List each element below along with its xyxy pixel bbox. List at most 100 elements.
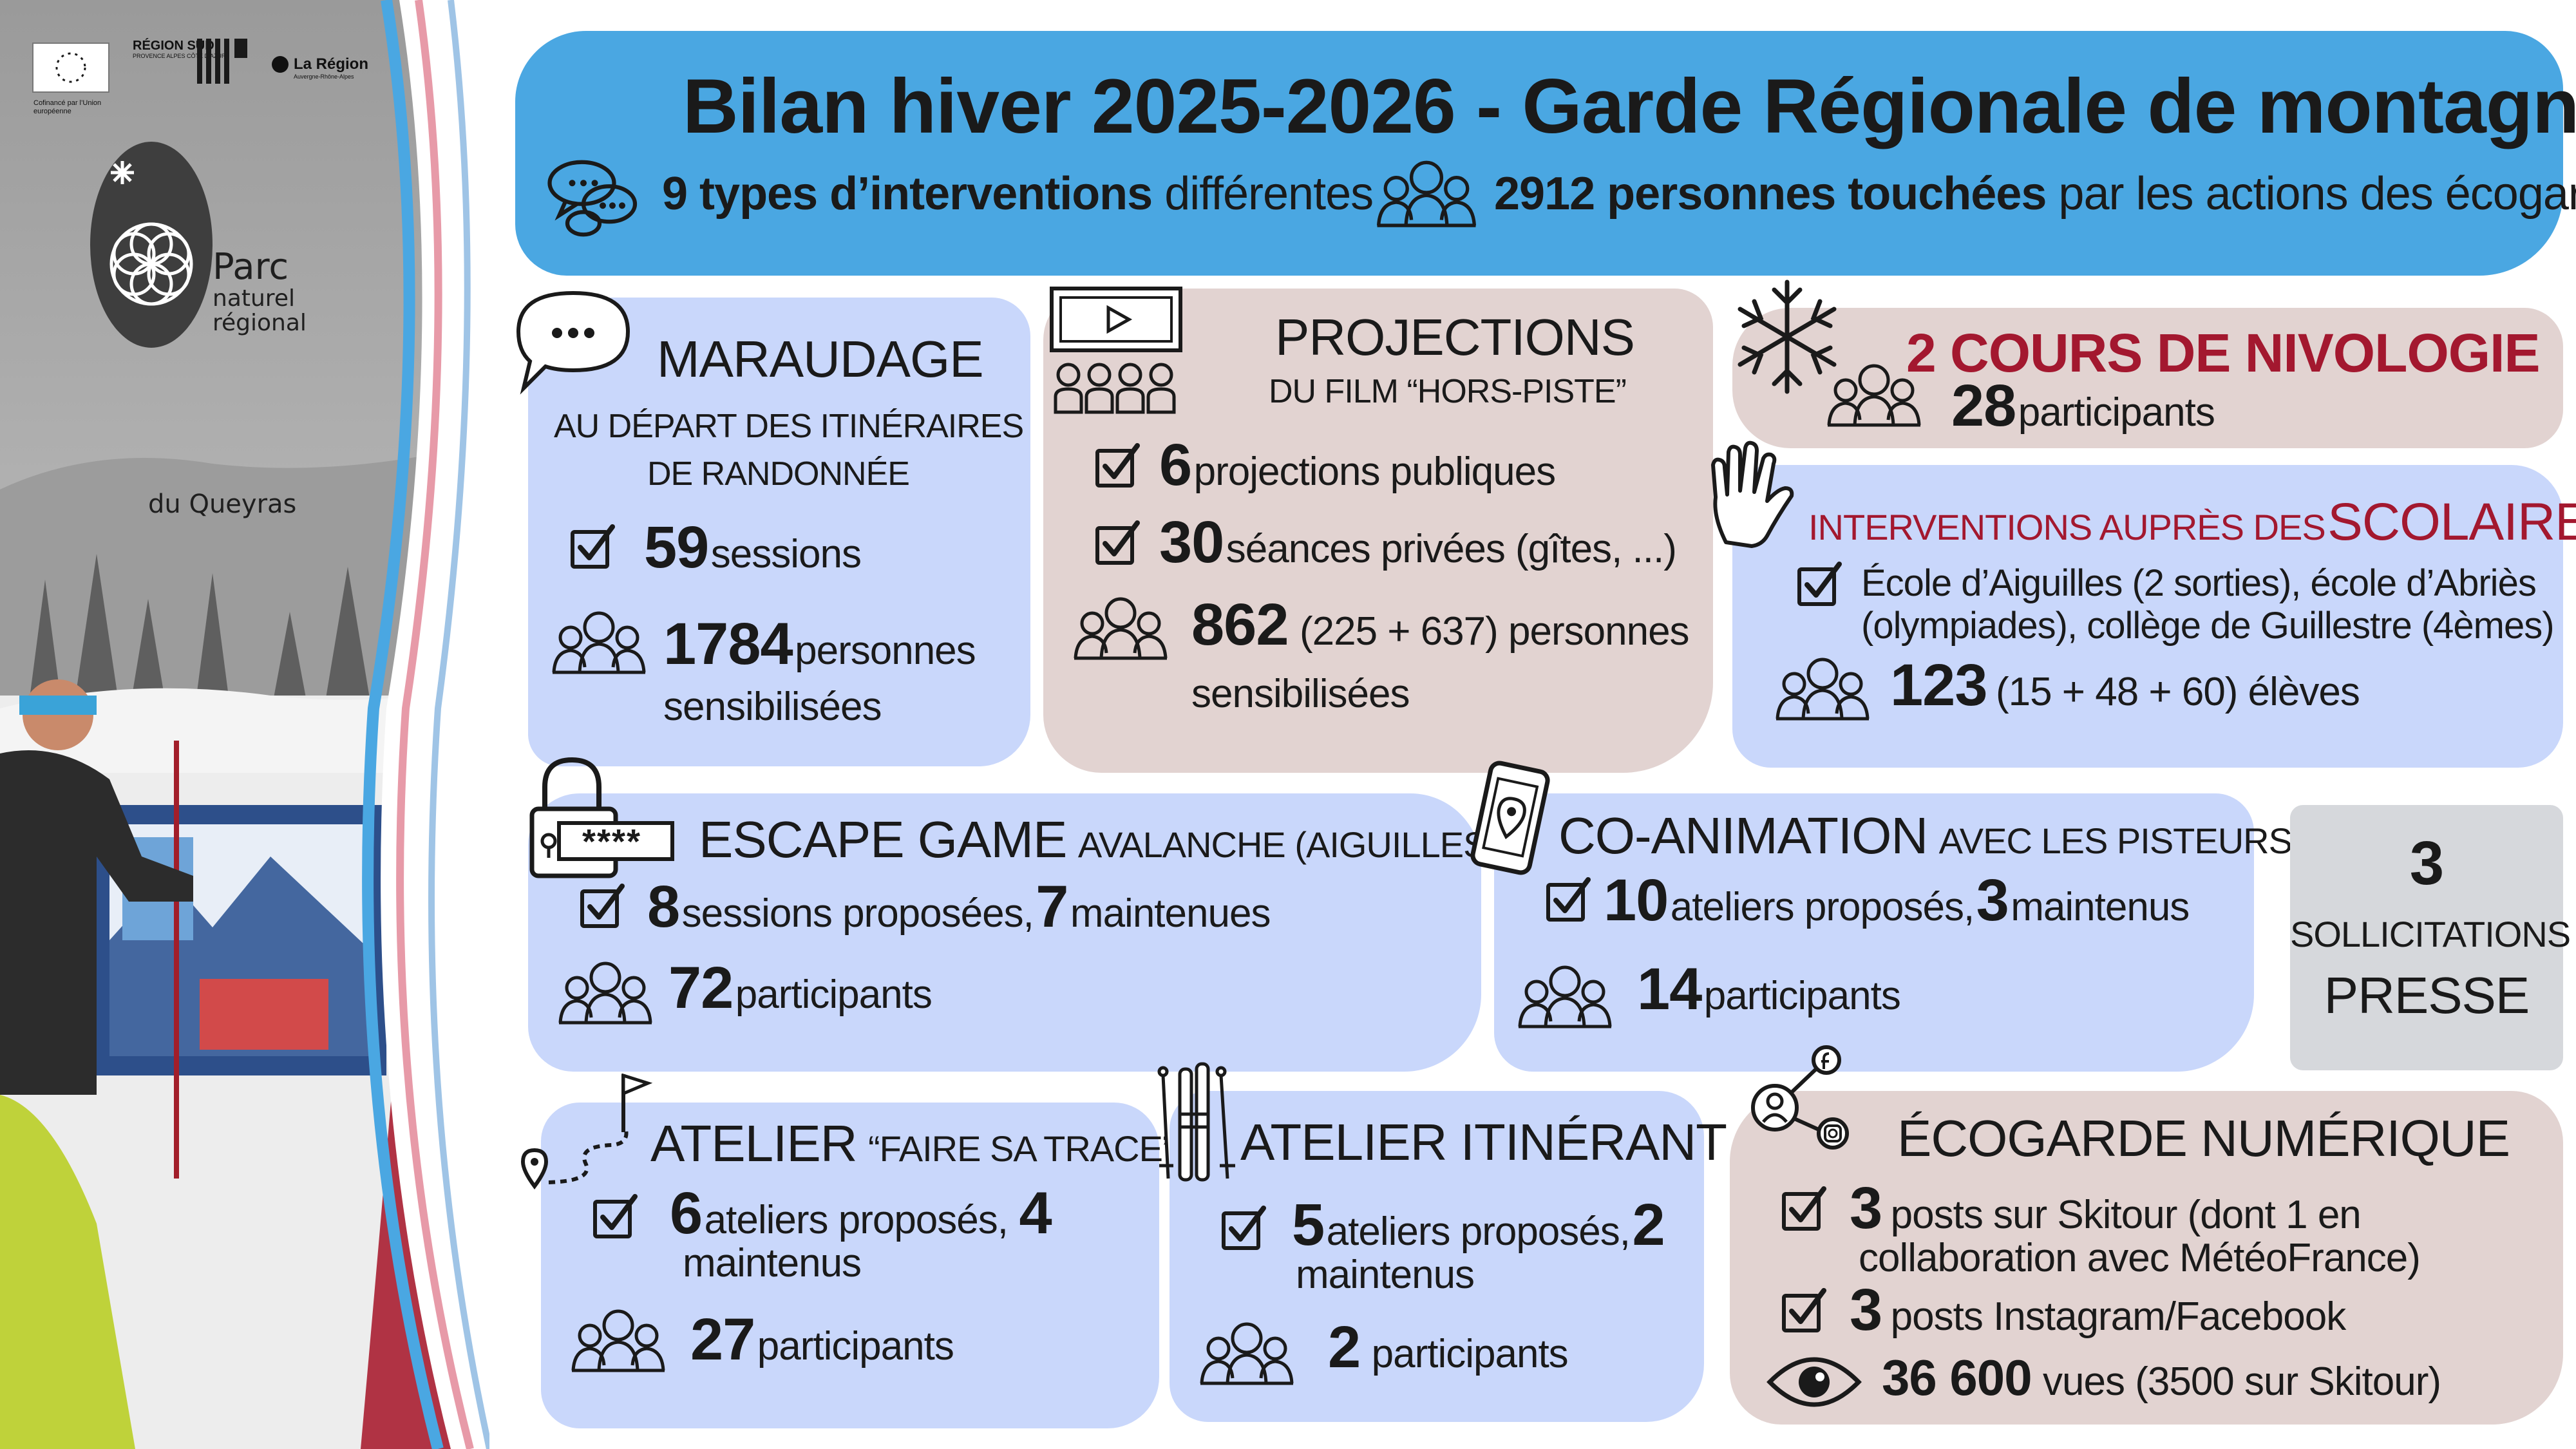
projections-sub: DU FILM “HORS-PISTE”	[1269, 373, 1627, 410]
region-sud-logo: RÉGION SUD PROVENCE ALPES CÔTE D’AZUR	[133, 39, 249, 97]
region-aura-logo: La Région Auvergne-Rhône-Alpes	[272, 55, 368, 80]
nivologie-title: 2 COURS DE NIVOLOGIE	[1906, 323, 2540, 383]
header-banner: Bilan hiver 2025-2026 - Garde Régionale …	[515, 31, 2576, 276]
check-icon	[1781, 1287, 1828, 1333]
social-network-icon	[1743, 1043, 1859, 1156]
workshops-label: ateliers proposés,	[704, 1198, 1009, 1242]
card-projections: PROJECTIONS DU FILM “HORS-PISTE” 6 proje…	[1043, 289, 1713, 773]
workshops-label: ateliers proposés,	[1326, 1209, 1631, 1254]
padlock-icon: ****	[523, 751, 677, 883]
types-count: 9 types d’interventions	[662, 168, 1153, 220]
private-number: 30	[1159, 509, 1224, 575]
trace-workshops: 6 ateliers proposés, 4	[670, 1180, 1052, 1247]
maintained-number: 7	[1036, 874, 1068, 940]
maintained-label: maintenus	[2011, 885, 2190, 929]
projections-people: 862 (225 + 637) personnes	[1191, 591, 1690, 659]
maraudage-people: 1784 personnes	[663, 611, 976, 678]
participants-label: participants	[2018, 390, 2215, 435]
workshops-number: 6	[670, 1180, 703, 1246]
workshops-label: ateliers proposés,	[1670, 885, 1975, 929]
cinema-screen-icon	[1046, 283, 1188, 422]
people-number: 1784	[663, 611, 793, 677]
chat-bubble-icon	[512, 287, 634, 399]
scolaires-title: INTERVENTIONS AUPRÈS DES SCOLAIRES	[1808, 492, 2576, 553]
views-label: vues (3500 sur Skitour)	[2043, 1359, 2441, 1404]
participants-number: 28	[1951, 373, 2016, 439]
sessions-number: 59	[644, 515, 709, 580]
code-stars: ****	[582, 822, 642, 861]
projections-public: 6 projections publiques	[1159, 431, 1556, 499]
maraudage-sub2: DE RANDONNÉE	[647, 455, 910, 493]
people-group-icon	[1195, 1316, 1298, 1387]
maintained-label: maintenus	[1296, 1253, 1475, 1297]
coanimation-participants: 14 participants	[1637, 956, 1901, 1023]
types-label: différentes	[1164, 168, 1374, 220]
projections-title: PROJECTIONS	[1275, 308, 1635, 366]
participants-label: participants	[735, 972, 933, 1017]
region-aura-label: La Région	[294, 55, 369, 73]
people-number: 862	[1191, 592, 1289, 658]
regional-word: régional	[213, 310, 307, 336]
people-count: 2912 personnes touchées	[1494, 168, 2047, 220]
private-label: séances privées (gîtes, ...)	[1226, 527, 1677, 571]
people-label-2: sensibilisées	[663, 685, 882, 729]
public-number: 6	[1159, 432, 1192, 498]
itinerant-title: ATELIER ITINÉRANT	[1240, 1113, 1727, 1171]
parc-oval	[90, 142, 213, 348]
check-icon	[1546, 876, 1592, 922]
smartphone-location-icon	[1462, 760, 1558, 879]
trace-title: ATELIER “FAIRE SA TRACE”	[650, 1114, 1175, 1173]
coanimation-title-main: CO-ANIMATION	[1558, 807, 1928, 864]
participants-label: participants	[1371, 1332, 1569, 1376]
workshops-number: 10	[1604, 867, 1669, 933]
press-label-1: SOLLICITATIONS	[2290, 914, 2571, 954]
people-group-icon	[554, 956, 657, 1027]
region-aura-sub: Auvergne-Rhône-Alpes	[294, 73, 354, 80]
press-number: 3	[2409, 829, 2444, 898]
itinerant-workshops: 5 ateliers proposés, 2	[1292, 1191, 1665, 1259]
check-icon	[1797, 560, 1843, 607]
participants-number: 72	[668, 955, 734, 1021]
views-number: 36 600	[1882, 1349, 2032, 1406]
partner-logos: Cofinancé par l’Union européenne RÉGION …	[32, 39, 368, 115]
projections-private: 30 séances privées (gîtes, ...)	[1159, 509, 1677, 576]
skitour-label-2: collaboration avec MétéoFrance)	[1859, 1236, 2421, 1280]
card-escape-game: ESCAPE GAME AVALANCHE (AIGUILLES) 8 sess…	[528, 793, 1499, 1072]
scolaires-schools-line2: (olympiades), collège de Guillestre (4èm…	[1861, 605, 2555, 647]
people-group-icon	[567, 1303, 670, 1374]
eye-icon	[1766, 1357, 1862, 1407]
card-atelier-itinerant: ATELIER ITINÉRANT 5 ateliers proposés, 2…	[1170, 1091, 1727, 1422]
people-group-icon	[1771, 652, 1874, 723]
eu-flag-logo: Cofinancé par l’Union européenne	[32, 43, 109, 115]
escape-sessions: 8 sessions proposées, 7 maintenues	[647, 873, 1271, 941]
students-label: (15 + 48 + 60) élèves	[1995, 670, 2360, 714]
nivologie-participants: 28 participants	[1951, 372, 2215, 440]
check-icon	[1221, 1204, 1267, 1251]
people-line: 2912 personnes touchées par les actions …	[1494, 167, 2576, 220]
escape-title-small: AVALANCHE (AIGUILLES)	[1077, 824, 1499, 865]
people-group-icon	[1069, 591, 1172, 662]
parc-word: Parc	[213, 246, 289, 288]
maintained-number: 4	[1019, 1180, 1052, 1246]
instagram-label: posts Instagram/Facebook	[1890, 1294, 2347, 1339]
maintained-label: maintenues	[1070, 891, 1271, 936]
scolaires-title-big: SCOLAIRES	[2327, 493, 2576, 551]
scolaires-students: 123 (15 + 48 + 60) élèves	[1890, 652, 2360, 719]
region-aura-dot-icon	[272, 56, 289, 73]
coanimation-title: CO-ANIMATION AVEC LES PISTEURS	[1558, 806, 2293, 866]
numerique-skitour: 3 posts sur Skitour (dont 1 en	[1850, 1175, 2362, 1242]
check-icon	[592, 1193, 639, 1239]
card-faire-sa-trace: ATELIER “FAIRE SA TRACE” 6 ateliers prop…	[541, 1103, 1175, 1428]
people-label-2: sensibilisées	[1191, 672, 1410, 716]
public-label: projections publiques	[1193, 450, 1556, 494]
eu-caption: Cofinancé par l’Union européenne	[33, 99, 102, 115]
numerique-views: 36 600 vues (3500 sur Skitour)	[1882, 1349, 2441, 1407]
sessions-number: 8	[647, 874, 680, 940]
participants-label: participants	[757, 1324, 954, 1368]
sessions-label: sessions proposées,	[681, 891, 1034, 936]
check-icon	[1095, 519, 1141, 565]
card-ecogarde-numerique: ÉCOGARDE NUMÉRIQUE 3 posts sur Skitour (…	[1730, 1091, 2563, 1425]
people-group-icon	[1513, 960, 1616, 1030]
card-presse: 3 SOLLICITATIONS PRESSE	[2290, 805, 2571, 1070]
maraudage-sub1: AU DÉPART DES ITINÉRAIRES	[554, 408, 1024, 445]
